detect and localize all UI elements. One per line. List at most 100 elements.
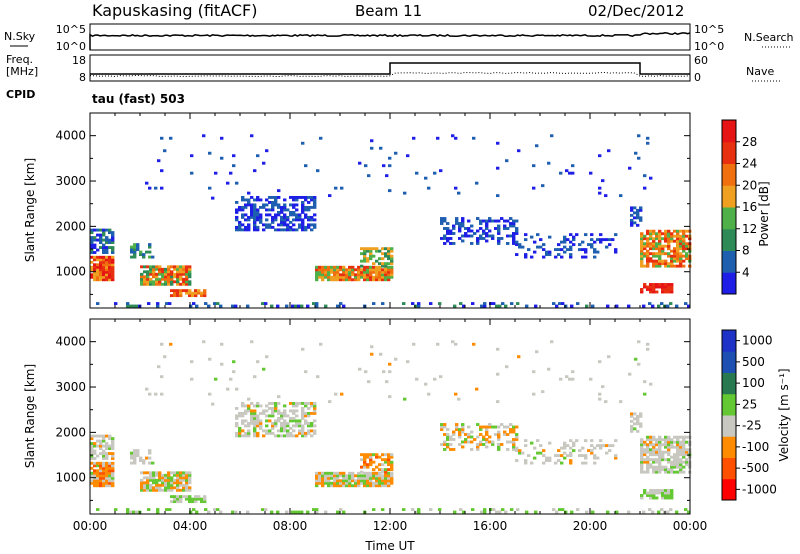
- velocity-cell: [102, 479, 106, 483]
- power-cell: [167, 275, 171, 279]
- power-cell: [509, 234, 513, 238]
- power-cell: [306, 304, 310, 308]
- power-cell: [476, 237, 480, 240]
- power-cell: [167, 270, 171, 274]
- velocity-cell: [375, 484, 379, 488]
- velocity-cell: [111, 474, 115, 478]
- power-cell: [185, 289, 189, 293]
- power-cell: [387, 257, 391, 261]
- power-cell: [105, 238, 109, 242]
- velocity-cell: [216, 508, 220, 511]
- velocity-cell: [476, 448, 480, 451]
- velocity-cell: [161, 473, 165, 477]
- velocity-cell: [102, 439, 106, 443]
- velocity-cell: [449, 438, 453, 441]
- velocity-cell: [658, 465, 662, 469]
- power-cell: [633, 206, 637, 210]
- velocity-cell: [452, 438, 456, 441]
- velocity-cell: [327, 484, 331, 488]
- power-cell: [351, 268, 355, 272]
- velocity-cell: [191, 497, 195, 501]
- power-cell: [111, 241, 115, 245]
- power-cell: [598, 186, 602, 190]
- power-cell: [658, 283, 662, 286]
- velocity-cell: [581, 446, 585, 450]
- power-cell: [234, 304, 238, 308]
- velocity-cell: [585, 510, 589, 514]
- power-cell: [111, 270, 115, 274]
- power-cell: [235, 215, 239, 219]
- nave-tick-high: 60: [694, 54, 708, 67]
- power-cell: [204, 302, 208, 305]
- velocity-cell: [505, 365, 509, 369]
- power-cell: [357, 270, 361, 274]
- power-cell: [679, 229, 683, 233]
- velocity-cell: [646, 494, 650, 497]
- power-cell: [527, 248, 531, 252]
- power-cell: [545, 250, 549, 254]
- power-cell: [673, 234, 677, 238]
- power-cell: [304, 225, 308, 229]
- velocity-cell: [443, 423, 447, 426]
- velocity-cell: [188, 476, 192, 480]
- velocity-cell: [557, 449, 561, 453]
- velocity-cell: [381, 476, 385, 480]
- velocity-cell: [652, 460, 656, 464]
- power-cell: [642, 304, 646, 308]
- velocity-cell: [388, 362, 392, 366]
- power-cell: [102, 238, 106, 242]
- power-cell: [265, 218, 269, 222]
- power-cell: [363, 273, 367, 277]
- velocity-cell: [179, 495, 183, 499]
- velocity-cell: [360, 481, 364, 485]
- power-cell: [158, 267, 162, 271]
- power-cell: [148, 250, 152, 254]
- velocity-cell: [146, 471, 150, 475]
- power-cell: [384, 278, 388, 282]
- power-cell: [670, 259, 674, 263]
- power-cell: [219, 304, 223, 308]
- velocity-cell: [509, 423, 513, 426]
- power-cell: [342, 265, 346, 269]
- velocity-cell: [664, 468, 668, 472]
- velocity-cell: [670, 443, 674, 447]
- power-cell: [247, 198, 251, 202]
- velocity-cell: [598, 392, 602, 396]
- velocity-cell: [473, 438, 477, 441]
- power-cell: [170, 289, 174, 293]
- power-cell: [312, 302, 316, 305]
- velocity-cell: [636, 419, 640, 423]
- velocity-cell: [664, 440, 668, 444]
- power-cell: [148, 255, 152, 259]
- velocity-cell: [160, 392, 164, 396]
- power-cell: [241, 215, 245, 219]
- velocity-cell: [143, 483, 147, 487]
- power-cell: [443, 234, 447, 238]
- power-cell: [247, 225, 251, 229]
- power-cell: [262, 161, 266, 165]
- velocity-cell: [360, 470, 364, 474]
- power-cell: [262, 203, 266, 207]
- power-cell: [291, 304, 295, 308]
- power-cell: [670, 237, 674, 241]
- power-cell: [375, 273, 379, 277]
- power-cell: [194, 291, 198, 295]
- velocity-cell: [289, 431, 293, 435]
- velocity-cell: [204, 508, 208, 511]
- velocity-cell: [241, 419, 245, 423]
- power-cell: [646, 257, 650, 261]
- velocity-cell: [381, 453, 385, 457]
- power-cell: [467, 219, 471, 223]
- velocity-cell: [164, 478, 168, 482]
- velocity-cell: [667, 470, 671, 474]
- velocity-cell: [443, 448, 447, 451]
- velocity-cell: [99, 481, 103, 485]
- power-cell: [492, 302, 496, 305]
- power-cell: [214, 171, 218, 175]
- power-cell: [330, 275, 334, 279]
- power-cell: [495, 304, 499, 308]
- power-cell: [366, 249, 370, 253]
- power-cell: [452, 227, 456, 230]
- power-cell: [160, 186, 164, 190]
- velocity-cell: [96, 481, 100, 485]
